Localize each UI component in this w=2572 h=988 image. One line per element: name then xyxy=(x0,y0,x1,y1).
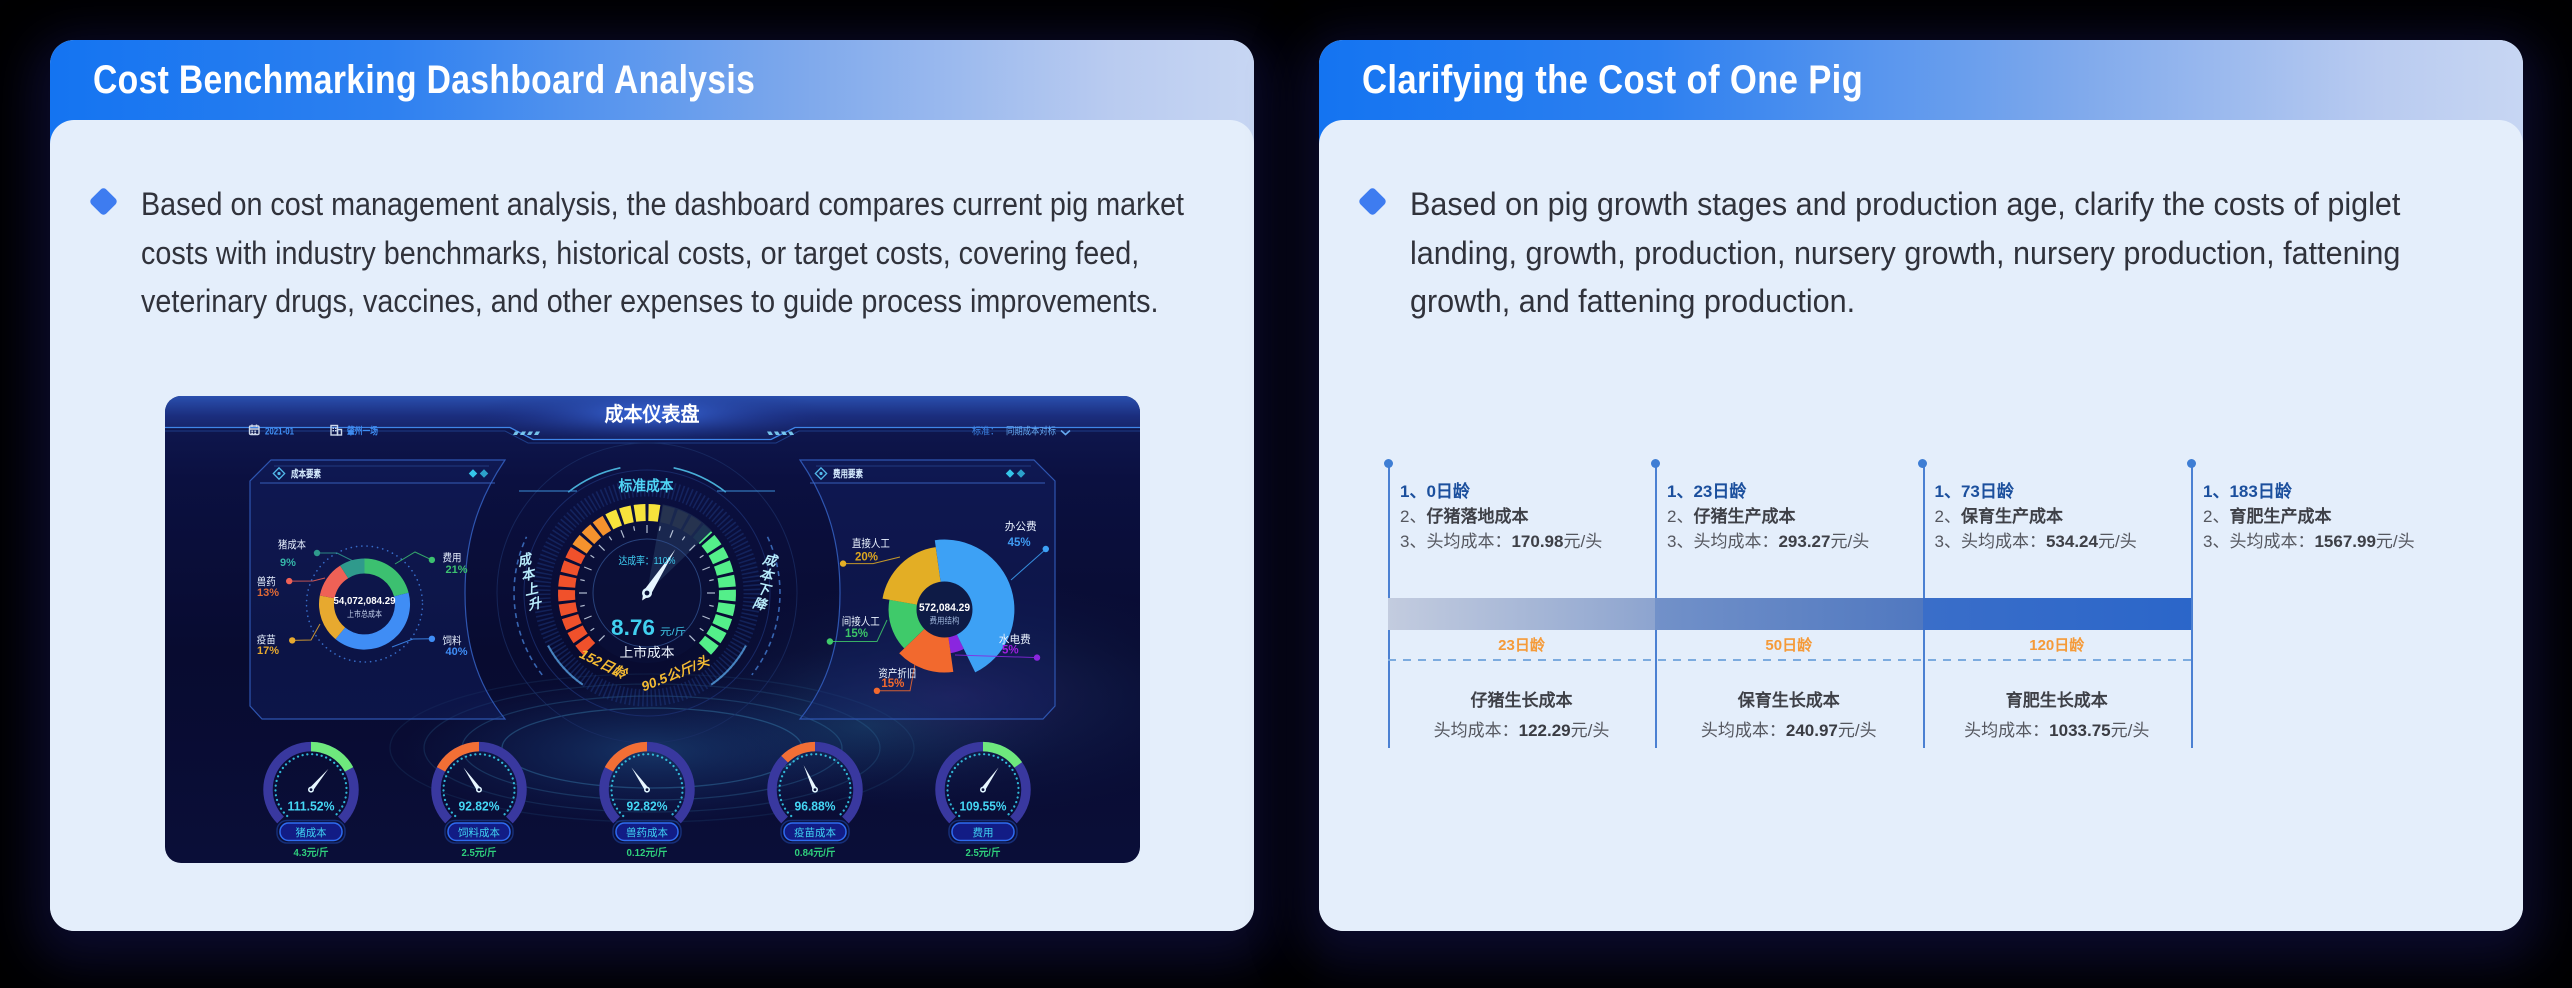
svg-text:疫苗成本: 疫苗成本 xyxy=(794,826,836,839)
svg-text:96.88%: 96.88% xyxy=(795,799,836,814)
svg-text:资产折旧: 资产折旧 xyxy=(878,666,916,680)
svg-text:猪成本: 猪成本 xyxy=(296,826,327,839)
svg-text:标准：: 标准： xyxy=(972,426,999,438)
svg-text:21%: 21% xyxy=(446,564,468,576)
svg-text:572,084.29: 572,084.29 xyxy=(919,602,970,614)
svg-text:20%: 20% xyxy=(855,552,878,564)
svg-text:成本仪表盘: 成本仪表盘 xyxy=(605,402,700,426)
svg-text:饲料成本: 饲料成本 xyxy=(458,826,500,839)
svg-text:54,072,084.29: 54,072,084.29 xyxy=(334,595,396,607)
svg-text:4.3元/斤: 4.3元/斤 xyxy=(294,846,329,859)
svg-text:兽药成本: 兽药成本 xyxy=(626,826,668,839)
svg-text:92.82%: 92.82% xyxy=(627,799,668,814)
svg-text:92.82%: 92.82% xyxy=(459,799,500,814)
svg-text:上市总成本: 上市总成本 xyxy=(347,609,382,619)
svg-text:费用: 费用 xyxy=(973,826,994,839)
svg-text:疫苗: 疫苗 xyxy=(257,633,276,646)
svg-text:109.55%: 109.55% xyxy=(960,799,1007,814)
svg-text:办公费: 办公费 xyxy=(1005,520,1037,533)
svg-text:8.76: 8.76 xyxy=(611,615,655,640)
svg-text:间接人工: 间接人工 xyxy=(842,615,880,628)
svg-text:2.5元/斤: 2.5元/斤 xyxy=(966,846,1001,859)
svg-text:0.12元/斤: 0.12元/斤 xyxy=(627,846,668,859)
svg-text:9%: 9% xyxy=(280,557,296,569)
svg-text:2021-01: 2021-01 xyxy=(265,427,294,438)
svg-text:13%: 13% xyxy=(257,587,279,599)
svg-text:费用结构: 费用结构 xyxy=(930,616,960,626)
svg-text:标准成本: 标准成本 xyxy=(618,477,674,495)
svg-text:成: 成 xyxy=(760,551,780,569)
svg-text:升: 升 xyxy=(525,595,544,613)
svg-text:上: 上 xyxy=(523,581,540,599)
svg-text:2.5元/斤: 2.5元/斤 xyxy=(462,846,497,859)
svg-text:达成率：110%: 达成率：110% xyxy=(619,554,676,567)
svg-text:45%: 45% xyxy=(1008,537,1031,549)
svg-text:成本要素: 成本要素 xyxy=(291,468,321,481)
svg-text:水电费: 水电费 xyxy=(999,633,1031,646)
svg-text:费用要素: 费用要素 xyxy=(833,468,863,481)
svg-text:上市成本: 上市成本 xyxy=(620,645,675,660)
svg-text:费用: 费用 xyxy=(443,551,462,564)
svg-text:成: 成 xyxy=(515,551,535,569)
svg-text:40%: 40% xyxy=(446,646,468,658)
svg-text:111.52%: 111.52% xyxy=(288,799,335,814)
svg-text:元/斤: 元/斤 xyxy=(660,627,686,638)
svg-text:肇州一场: 肇州一场 xyxy=(346,425,378,438)
svg-text:17%: 17% xyxy=(257,645,279,657)
svg-text:兽药: 兽药 xyxy=(257,575,276,588)
svg-text:15%: 15% xyxy=(881,678,904,690)
svg-text:5%: 5% xyxy=(1002,645,1019,657)
svg-text:同期成本对标: 同期成本对标 xyxy=(1006,425,1056,438)
svg-text:猪成本: 猪成本 xyxy=(278,538,306,551)
svg-text:饲料: 饲料 xyxy=(443,634,462,647)
svg-text:0.84元/斤: 0.84元/斤 xyxy=(795,846,836,859)
svg-text:直接人工: 直接人工 xyxy=(852,536,890,550)
svg-text:15%: 15% xyxy=(845,628,868,640)
